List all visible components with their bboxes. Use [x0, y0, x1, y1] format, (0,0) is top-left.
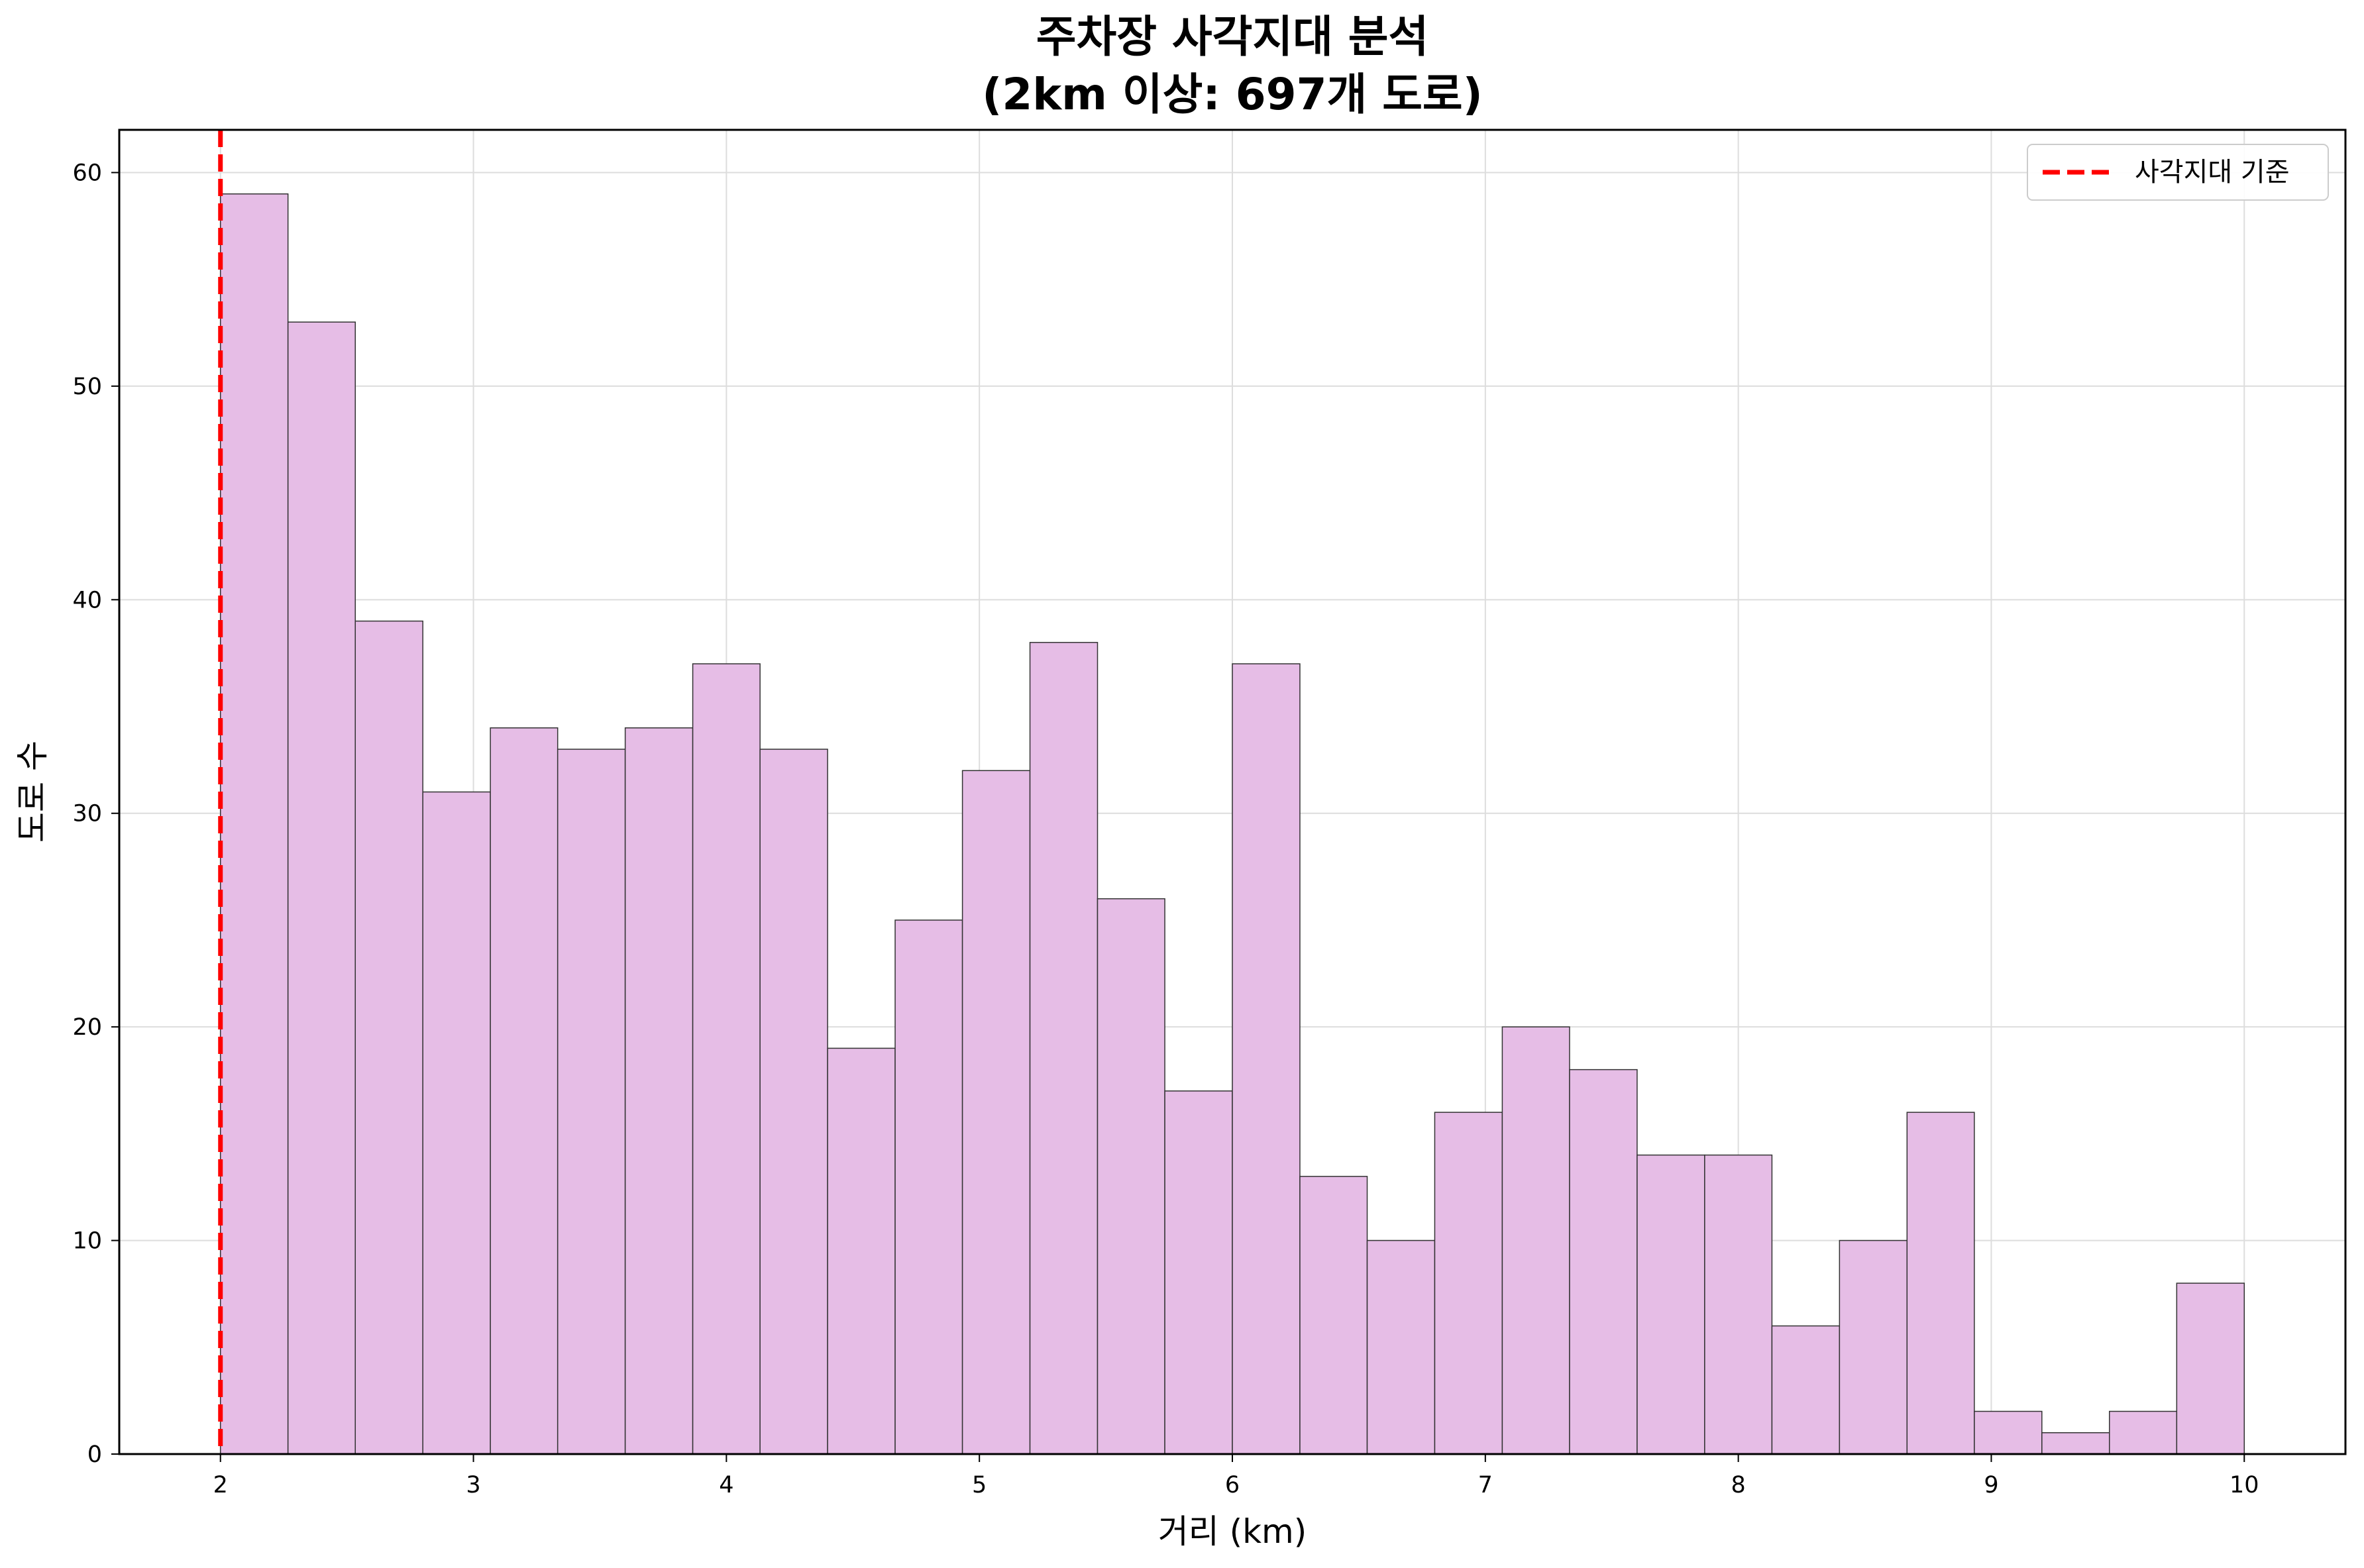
- histogram-bar: [1771, 1325, 1841, 1455]
- legend-label: 사각지대 기준: [2135, 157, 2290, 187]
- histogram-bar: [1569, 1069, 1638, 1455]
- y-tick-label: 30: [72, 801, 102, 827]
- histogram-bar: [1232, 663, 1301, 1455]
- histogram-bar: [1164, 1090, 1233, 1455]
- x-axis-ticks: 2 3 4 5 6 7 8 9 10: [213, 1454, 2259, 1498]
- histogram-bar: [1299, 1176, 1368, 1455]
- histogram-bar: [422, 791, 491, 1455]
- y-tick-label: 10: [72, 1228, 102, 1255]
- x-tick-label: 6: [1225, 1472, 1240, 1498]
- y-tick-label: 50: [72, 374, 102, 400]
- histogram-bar: [692, 663, 761, 1455]
- histogram-bar: [219, 193, 289, 1455]
- histogram-bar: [2041, 1432, 2110, 1455]
- histogram-bar: [1501, 1026, 1570, 1455]
- chart-title-line2: (2km 이상: 697개 도로): [982, 69, 1483, 120]
- histogram-bar: [354, 620, 423, 1455]
- y-tick-label: 0: [87, 1441, 102, 1468]
- chart-title-line1: 주차장 사각지대 분석: [1036, 11, 1428, 62]
- histogram-bar: [961, 770, 1031, 1455]
- legend: 사각지대 기준: [2027, 144, 2329, 201]
- histogram-bar: [1097, 898, 1165, 1455]
- histogram-bar: [1029, 642, 1099, 1455]
- x-tick-label: 5: [972, 1472, 987, 1498]
- histogram-bar: [1366, 1239, 1436, 1455]
- y-axis-label: 도로 수: [13, 741, 52, 843]
- x-tick-label: 7: [1478, 1472, 1493, 1498]
- x-tick-label: 10: [2230, 1472, 2259, 1498]
- histogram-bar: [2109, 1410, 2178, 1455]
- x-tick-label: 8: [1731, 1472, 1745, 1498]
- histogram-bar: [624, 727, 694, 1455]
- x-tick-label: 4: [719, 1472, 733, 1498]
- histogram-bar: [827, 1047, 896, 1455]
- histogram-bar: [894, 919, 963, 1455]
- histogram-bar: [759, 749, 828, 1455]
- histogram-bar: [1974, 1410, 2043, 1455]
- histogram-bar: [1637, 1154, 1705, 1455]
- y-tick-label: 60: [72, 160, 102, 186]
- histogram-bar: [2176, 1282, 2245, 1455]
- y-tick-label: 20: [72, 1014, 102, 1041]
- histogram-bar: [287, 321, 356, 1455]
- x-axis-label: 거리 (km): [1158, 1512, 1307, 1551]
- histogram-bar: [1434, 1112, 1503, 1455]
- histogram-bar: [1906, 1112, 1975, 1455]
- x-tick-label: 2: [213, 1472, 228, 1498]
- y-axis-ticks: 0 10 20 30 40 50 60: [72, 160, 119, 1468]
- histogram-bar: [1839, 1239, 1908, 1455]
- histogram-bars: [219, 193, 2245, 1455]
- x-tick-label: 3: [466, 1472, 480, 1498]
- legend-box: [2027, 144, 2329, 201]
- y-tick-label: 40: [72, 587, 102, 613]
- histogram-bar: [1704, 1154, 1773, 1455]
- histogram-bar: [490, 727, 559, 1455]
- histogram-bar: [557, 749, 626, 1455]
- x-tick-label: 9: [1984, 1472, 1998, 1498]
